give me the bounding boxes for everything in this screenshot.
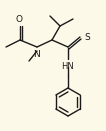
Text: HN: HN xyxy=(62,62,74,71)
Text: S: S xyxy=(84,34,90,42)
Text: N: N xyxy=(34,50,40,59)
Text: O: O xyxy=(15,15,22,24)
